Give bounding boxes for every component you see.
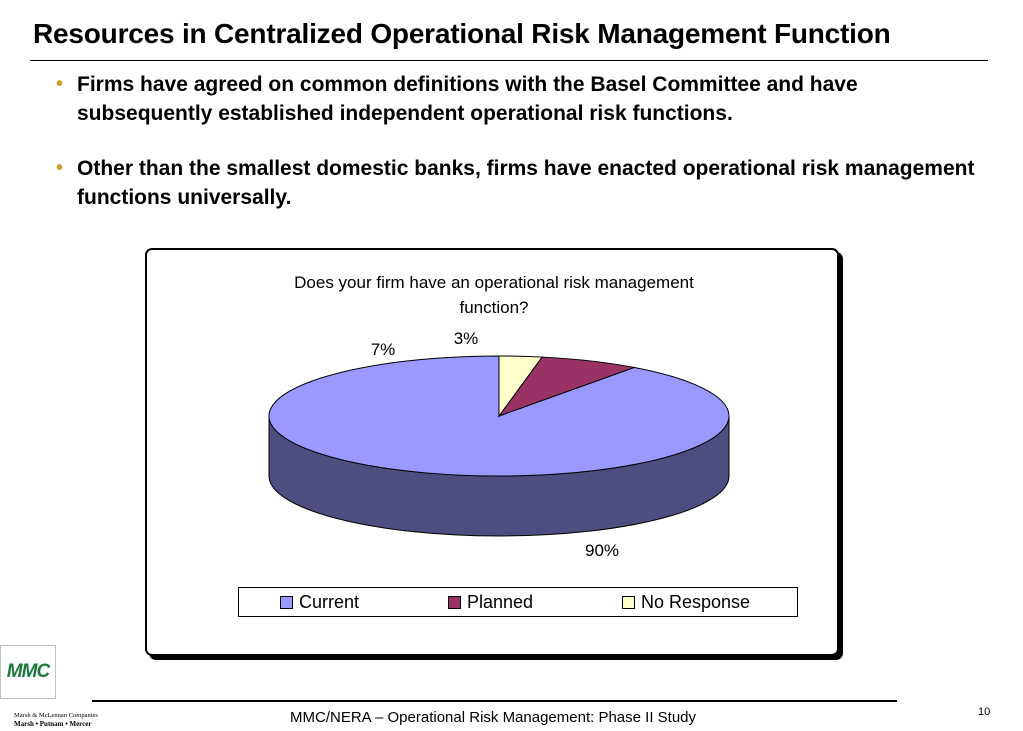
- data-label-no-response: 3%: [454, 329, 479, 348]
- legend-item-no-response: No Response: [622, 592, 750, 613]
- legend-swatch: [280, 596, 293, 609]
- logo-text: MMC: [6, 661, 50, 682]
- chart-frame: Does your firm have an operational risk …: [145, 248, 839, 656]
- bullet-text: Other than the smallest domestic banks, …: [77, 157, 975, 209]
- pie-chart: Does your firm have an operational risk …: [268, 273, 730, 560]
- company-names: Marsh • Putnam • Mercer: [14, 720, 92, 728]
- legend-item-current: Current: [280, 592, 359, 613]
- legend-item-planned: Planned: [448, 592, 533, 613]
- legend-swatch: [448, 596, 461, 609]
- bullet-item: • Other than the smallest domestic banks…: [56, 154, 986, 212]
- data-label-planned: 7%: [371, 340, 396, 359]
- pie-slice-planned: [497, 356, 637, 418]
- slide-title: Resources in Centralized Operational Ris…: [33, 18, 891, 49]
- title-divider: [30, 60, 988, 61]
- bullet-icon: •: [56, 157, 64, 179]
- legend-label: No Response: [641, 592, 751, 612]
- footer-divider: [92, 700, 897, 702]
- chart-legend: Current Planned No Response: [238, 587, 798, 617]
- chart-title-line1: Does your firm have an operational risk …: [294, 273, 694, 292]
- bullet-text: Firms have agreed on common definitions …: [77, 73, 858, 125]
- legend-label: Current: [299, 592, 360, 612]
- footer-study: MMC/NERA – Operational Risk Management: …: [290, 709, 697, 726]
- data-label-current: 90%: [585, 541, 619, 560]
- legend-swatch: [622, 596, 635, 609]
- bullet-icon: •: [56, 73, 64, 95]
- mmc-logo: MMC: [0, 645, 56, 699]
- bullet-item: • Firms have agreed on common definition…: [56, 70, 986, 128]
- page-number: 10: [978, 706, 991, 718]
- legend-label: Planned: [467, 592, 534, 612]
- chart-title-line2: function?: [460, 298, 529, 317]
- pie-slice-no-response: [498, 355, 544, 418]
- bullet-list: • Firms have agreed on common definition…: [56, 70, 986, 238]
- company-line: Marsh & McLennan Companies: [14, 712, 98, 719]
